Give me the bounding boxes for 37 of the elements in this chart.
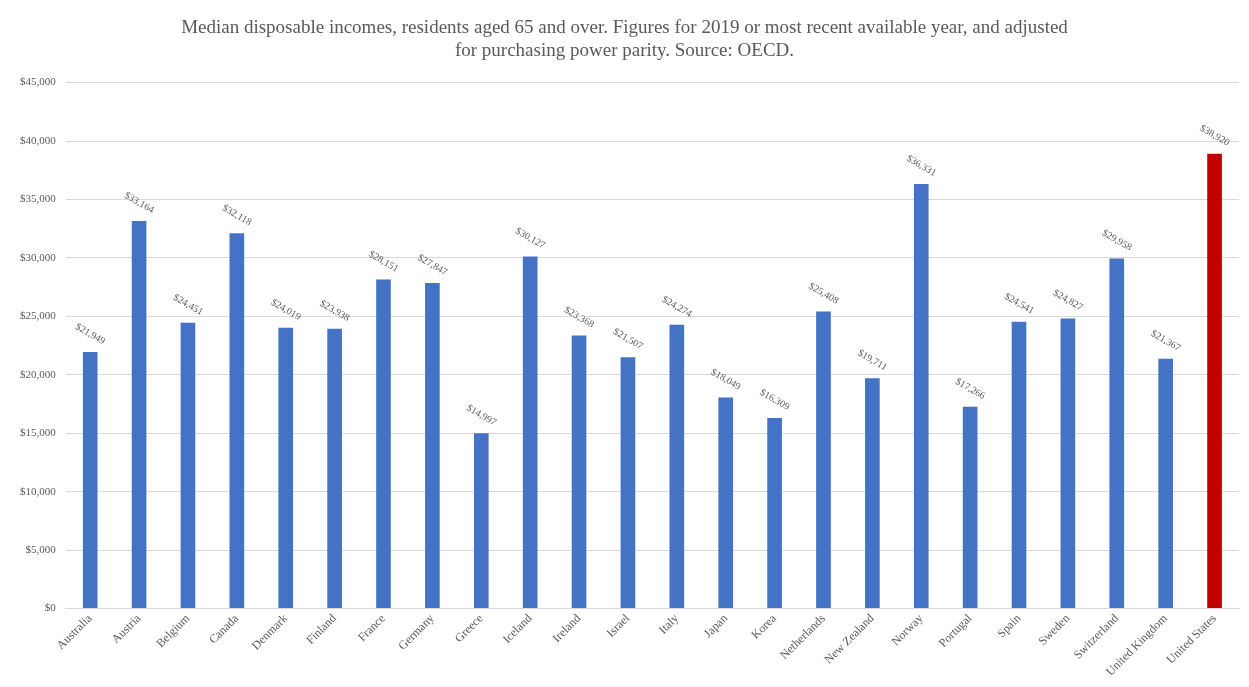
text: for purchasing power parity. Source: OECD.	[454, 39, 795, 61]
bar	[522, 256, 538, 609]
bar	[1060, 318, 1076, 609]
bar	[229, 233, 245, 609]
y-tick-label: $15,000	[20, 426, 57, 439]
y-tick-label: $35,000	[20, 192, 57, 205]
y-tick-label: $45,000	[20, 75, 57, 88]
y-tick-label: $40,000	[20, 133, 57, 146]
y-tick-label: $5,000	[25, 543, 57, 555]
bar	[1011, 321, 1027, 609]
bar	[620, 357, 636, 609]
bar	[669, 324, 685, 609]
bar	[1207, 153, 1222, 609]
bar	[278, 327, 294, 609]
x-tick-label: Italy	[655, 611, 682, 637]
bar	[913, 183, 929, 609]
bar	[767, 417, 782, 609]
bar	[718, 397, 734, 609]
bar	[1109, 258, 1125, 609]
bar	[473, 433, 489, 609]
bar	[816, 311, 831, 609]
bar	[376, 279, 391, 609]
bar	[571, 335, 587, 609]
bar	[180, 322, 196, 609]
bar	[865, 378, 880, 609]
bar	[327, 328, 342, 609]
y-tick-label: $0	[44, 601, 57, 614]
y-tick-label: $20,000	[20, 367, 57, 380]
y-tick-label: $30,000	[20, 250, 57, 263]
bar	[962, 406, 978, 609]
y-tick-label: $25,000	[20, 309, 57, 322]
bar	[1158, 358, 1174, 609]
text: Median disposable incomes, residents aged 65 and over. Figures for 2019 or most recent available year, and adjusted	[181, 16, 1068, 38]
bar	[131, 220, 147, 609]
y-tick-label: $10,000	[20, 484, 57, 497]
bar	[82, 352, 98, 609]
bar	[425, 283, 440, 609]
